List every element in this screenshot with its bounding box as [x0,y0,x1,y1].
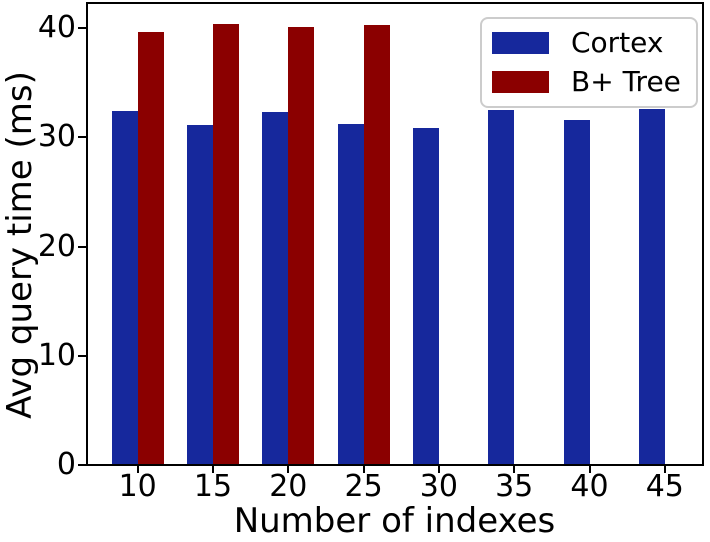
bar-cortex-15 [187,125,213,464]
x-tick-label-15: 15 [193,469,233,504]
bar-cortex-20 [262,112,289,464]
x-tick-label-20: 20 [269,469,308,504]
y-tick-mark-40 [78,27,87,30]
legend: Cortex B+ Tree [480,17,698,108]
bar-b-tree-20 [288,27,315,464]
x-tick-mark-40 [588,465,591,473]
bar-cortex-25 [337,124,364,464]
x-tick-mark-25 [362,465,365,473]
x-tick-label-45: 45 [645,469,684,504]
legend-item-bplus-tree: B+ Tree [492,67,696,97]
legend-item-cortex: Cortex [492,28,696,58]
x-tick-label-40: 40 [570,469,609,504]
bar-b-tree-10 [137,31,164,464]
bar-cortex-40 [563,119,590,464]
bar-cortex-10 [111,111,138,464]
x-tick-label-30: 30 [419,469,458,504]
legend-label-cortex: Cortex [571,26,664,59]
x-tick-mark-35 [513,465,516,473]
y-tick-mark-0 [78,464,87,466]
y-tick-label-30: 30 [37,119,76,155]
bar-cortex-35 [488,110,515,464]
bar-cortex-30 [412,127,439,464]
y-tick-label-20: 20 [37,228,76,264]
y-tick-mark-10 [78,354,87,357]
bar-b-tree-25 [363,24,390,464]
bar-b-tree-15 [213,23,239,464]
cortex-swatch [492,32,549,54]
x-tick-label-10: 10 [118,469,157,504]
y-tick-label-10: 10 [37,337,76,373]
x-tick-mark-45 [663,465,666,473]
x-tick-label-25: 25 [344,469,383,504]
x-tick-mark-10 [136,465,139,473]
y-tick-label-40: 40 [37,10,76,46]
x-tick-mark-30 [437,465,440,473]
bplus-tree-swatch [492,71,549,93]
x-tick-mark-15 [212,465,214,473]
y-tick-label-0: 0 [56,447,76,482]
bar-cortex-45 [638,109,665,464]
y-tick-mark-20 [78,245,87,248]
x-tick-label-35: 35 [495,469,534,504]
x-axis-label: Number of indexes [233,501,556,541]
legend-label-bplus-tree: B+ Tree [571,65,681,98]
x-tick-mark-20 [287,465,290,473]
y-tick-mark-30 [78,136,87,139]
